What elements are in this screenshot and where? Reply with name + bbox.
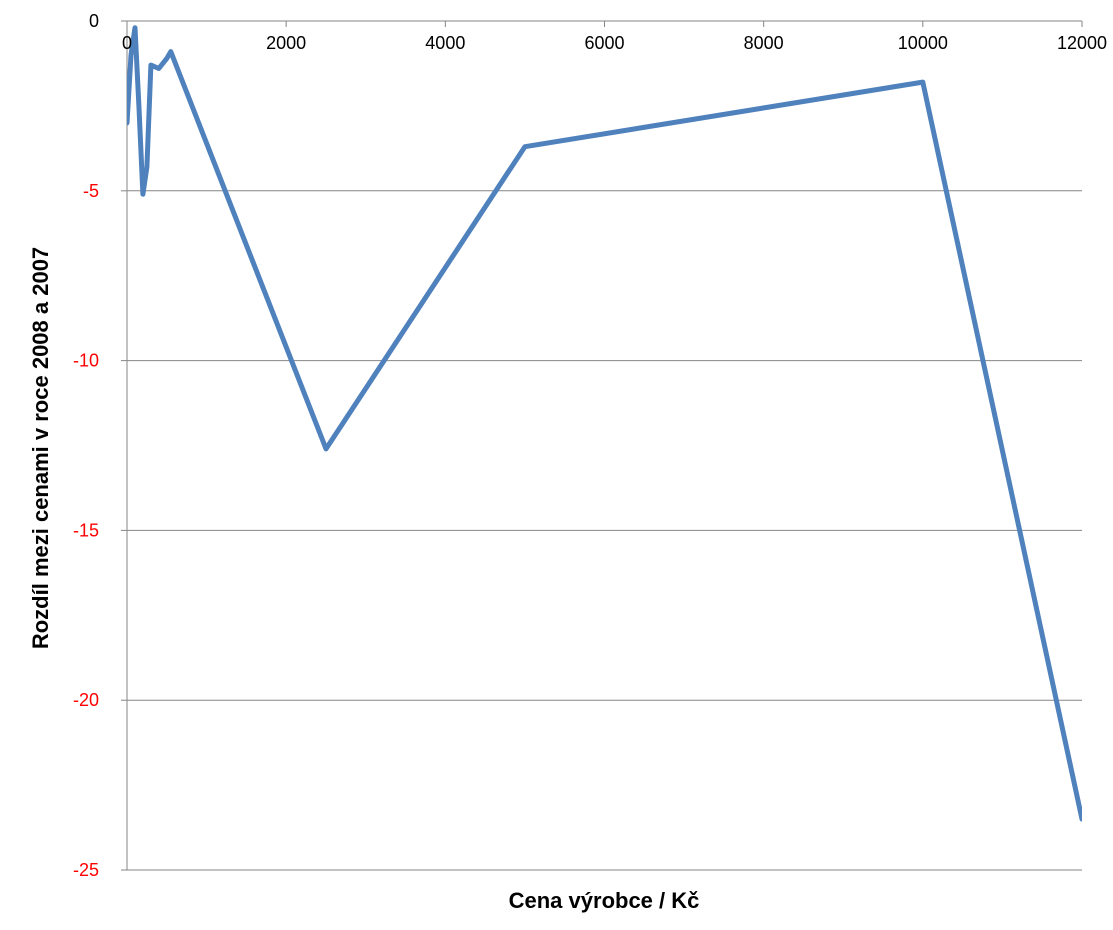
y-tick-labels: 0 -5 -10 -15 -20 -25 [73,11,99,880]
x-tick-label: 0 [122,33,132,53]
y-tick-label: -25 [73,860,99,880]
series-layer [127,25,1082,822]
series-line-0 [127,25,1082,822]
x-tick-label: 2000 [266,33,306,53]
x-tick-label: 8000 [744,33,784,53]
y-axis-label: Rozdíl mezi cenami v roce 2008 a 2007 [28,247,53,649]
x-tick-label: 6000 [584,33,624,53]
y-tick-label: 0 [89,11,99,31]
x-tick-labels: 0 2000 4000 6000 8000 10000 12000 [122,33,1107,53]
x-tick-label: 12000 [1057,33,1107,53]
y-tick-label: -15 [73,520,99,540]
x-tick-label: 10000 [898,33,948,53]
y-tick-label: -20 [73,690,99,710]
axes [121,20,1083,871]
grid-lines [127,190,1082,871]
y-tick-label: -5 [83,181,99,201]
x-tick-label: 4000 [425,33,465,53]
y-tick-label: -10 [73,351,99,371]
x-axis-label: Cena výrobce / Kč [509,888,700,913]
